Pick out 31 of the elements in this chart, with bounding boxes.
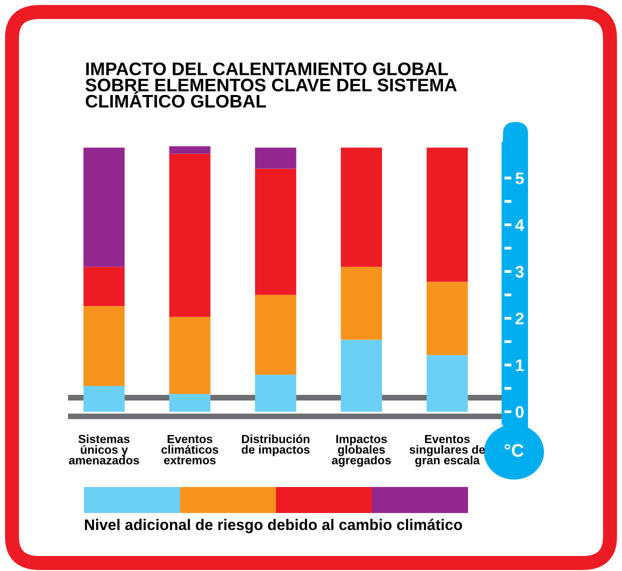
y-tick-label: 1 (516, 360, 524, 372)
y-tick-label: 4 (515, 219, 524, 231)
x-tick-label: Distribución de impactos (242, 434, 310, 456)
bar (169, 154, 210, 317)
bar (169, 394, 210, 412)
x-tick-label: Impactos globales agregados (332, 434, 391, 467)
bar (255, 294, 296, 375)
y-axis-title: °C (504, 444, 524, 457)
chart-title: IMPACTO DEL CALENTAMIENTO GLOBAL SOBRE ELEMENTOS CLAVE DEL SISTEMA CLIMÁTICO GLOBAL (86, 62, 457, 108)
bar (83, 386, 125, 412)
bar (83, 306, 125, 386)
y-tick-label: 3 (515, 266, 524, 278)
bar (340, 266, 382, 340)
bar (255, 168, 296, 295)
y-tick-label: 5 (516, 172, 524, 184)
bar (340, 148, 382, 267)
bar (426, 282, 468, 356)
bar (255, 374, 296, 412)
y-tick-label: 0 (516, 406, 524, 418)
bar (83, 266, 125, 306)
bar (426, 355, 468, 412)
legend-title: Nivel adicional de riesgo debido al cambio climático (85, 518, 462, 534)
bar (340, 340, 382, 412)
bar (169, 316, 210, 394)
bar (426, 148, 468, 282)
y-tick-label: 2 (516, 312, 524, 324)
x-tick-label: Eventos climáticos extremos (161, 434, 218, 464)
bar (169, 146, 210, 154)
bar (255, 148, 296, 169)
x-tick-label: Sistemas únicos y amenazados (68, 434, 139, 464)
bar (83, 148, 125, 267)
